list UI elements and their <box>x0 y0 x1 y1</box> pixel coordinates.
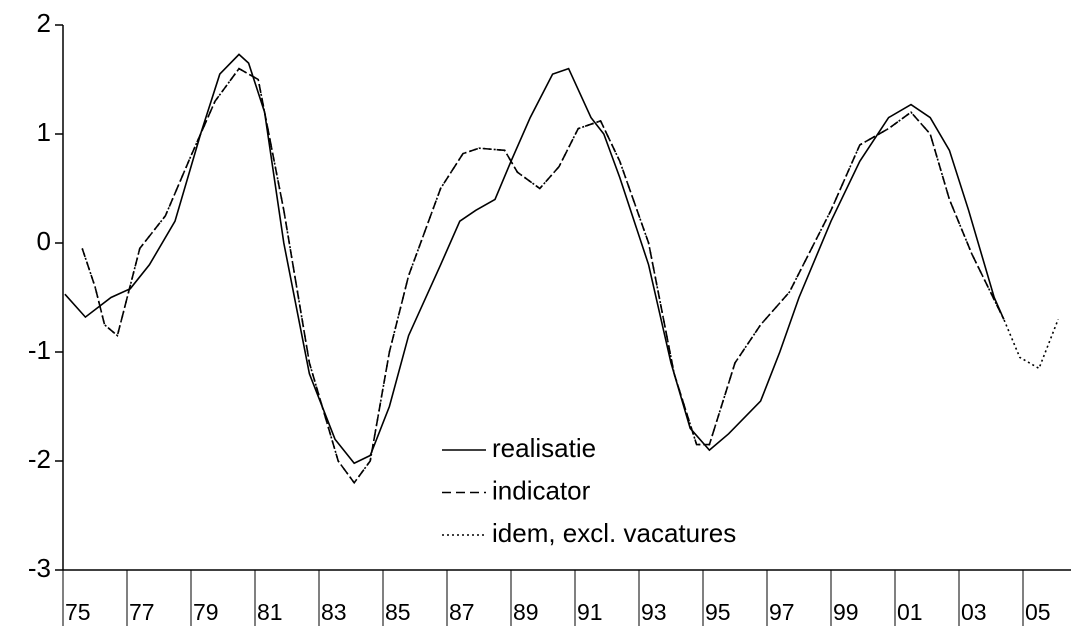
x-tick-label: 87 <box>449 599 475 625</box>
x-tick-label: 89 <box>513 599 539 625</box>
x-tick-label: 93 <box>641 599 667 625</box>
x-tick-label: 99 <box>833 599 859 625</box>
x-tick-label: 75 <box>65 599 91 625</box>
series-line <box>81 67 1059 485</box>
y-tick-label: -3 <box>28 553 51 583</box>
x-tick-label: 81 <box>257 599 283 625</box>
x-tick-label: 05 <box>1025 599 1051 625</box>
x-tick-label: 77 <box>129 599 155 625</box>
x-tick-label: 95 <box>705 599 731 625</box>
x-tick-label: 97 <box>769 599 795 625</box>
x-tick-label: 91 <box>577 599 603 625</box>
y-tick-label: -2 <box>28 444 51 474</box>
x-tick-label: 79 <box>193 599 219 625</box>
y-tick-label: 0 <box>37 226 51 256</box>
x-tick-label: 01 <box>897 599 923 625</box>
y-tick-label: 1 <box>37 117 51 147</box>
legend-label: indicator <box>492 475 591 505</box>
legend-label: realisatie <box>492 433 596 463</box>
legend-label: idem, excl. vacatures <box>492 518 736 548</box>
x-tick-label: 03 <box>961 599 987 625</box>
y-tick-label: 2 <box>37 8 51 38</box>
series-line <box>64 53 1005 465</box>
y-tick-label: -1 <box>28 335 51 365</box>
series-line <box>81 67 1005 485</box>
x-tick-label: 83 <box>321 599 347 625</box>
x-tick-label: 85 <box>385 599 411 625</box>
